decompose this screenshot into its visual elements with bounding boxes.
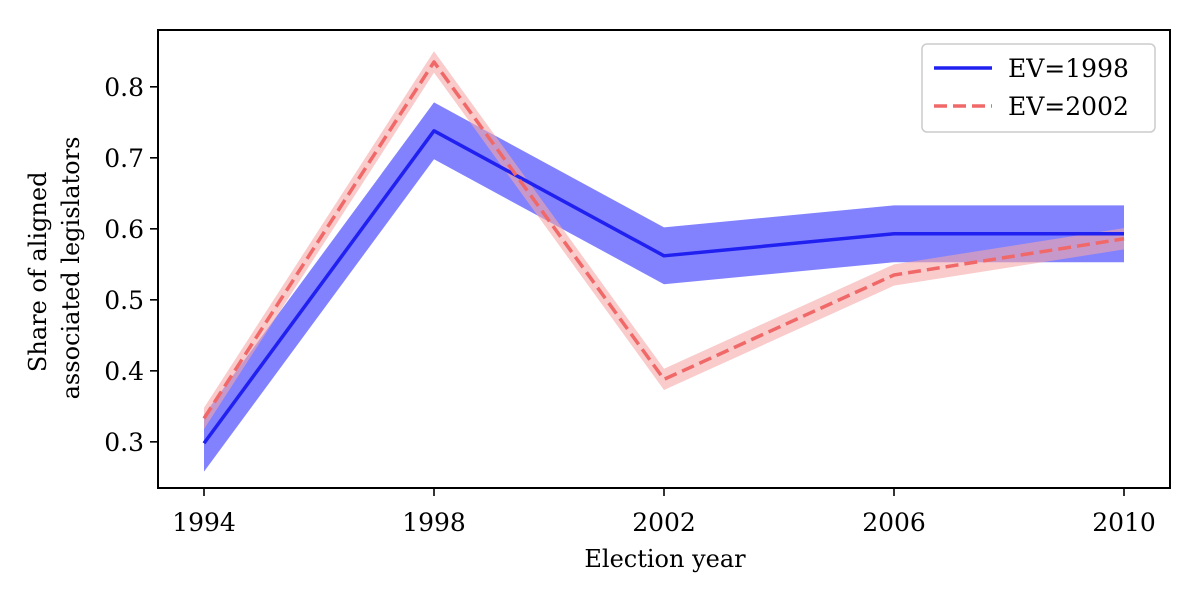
x-tick-label: 1994 — [172, 508, 236, 537]
legend-label-ev-2002: EV=2002 — [1008, 92, 1129, 121]
legend-box — [921, 43, 1156, 133]
y-tick-label: 0.7 — [104, 144, 144, 173]
y-axis-label-line-2: associated legislators — [57, 137, 85, 400]
y-tick-label: 0.3 — [104, 428, 144, 457]
x-tick-label: 2002 — [632, 508, 696, 537]
y-tick-label: 0.8 — [104, 73, 144, 102]
band-ev-1998 — [204, 102, 1124, 472]
legend-label-ev-1998: EV=1998 — [1008, 54, 1129, 83]
y-tick-label: 0.5 — [104, 286, 144, 315]
line-ev-2002 — [202, 60, 1125, 420]
y-axis-ticks: 0.3 0.4 0.5 0.6 0.7 0.8 — [104, 73, 158, 457]
series-lines — [202, 60, 1125, 445]
y-tick-label: 0.6 — [104, 215, 144, 244]
x-axis-ticks: 1994 1998 2002 2006 2010 — [172, 488, 1156, 537]
x-tick-label: 2010 — [1092, 508, 1156, 537]
x-tick-label: 1998 — [402, 508, 466, 537]
legend: EV=1998 EV=2002 — [921, 43, 1156, 133]
y-axis-label: Share of aligned associated legislators — [24, 137, 85, 400]
x-axis-label: Election year — [584, 545, 746, 573]
line-ev-1998 — [202, 129, 1124, 445]
y-axis-label-line-1: Share of aligned — [24, 172, 52, 373]
y-tick-label: 0.4 — [104, 357, 144, 386]
x-tick-label: 2006 — [862, 508, 926, 537]
